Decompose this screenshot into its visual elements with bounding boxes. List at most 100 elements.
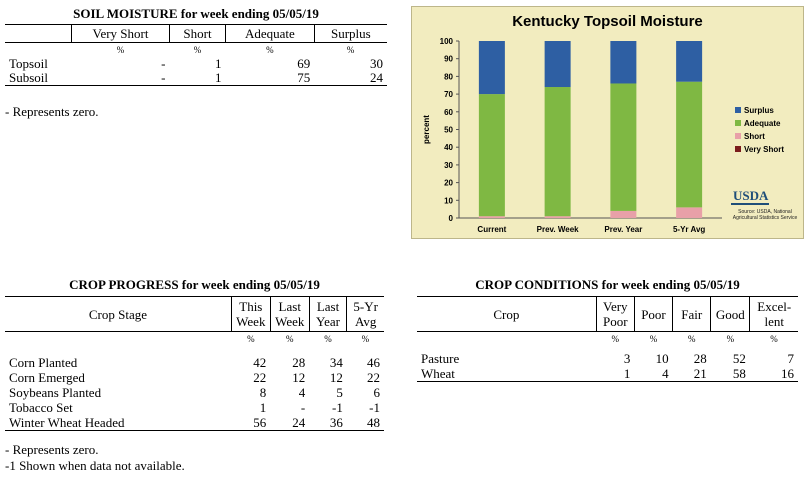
cell: 1: [215, 56, 222, 71]
soil-units-row: % % % %: [5, 43, 387, 58]
cell: 24: [270, 415, 310, 431]
unit: [5, 332, 231, 348]
bar-segment: [544, 87, 571, 217]
y-tick-label: 90: [444, 55, 453, 64]
cell: 1: [259, 400, 267, 415]
table-row: Tobacco Set 1 - -1 -1: [5, 400, 384, 415]
progress-note-na: -1 Shown when data not available.: [5, 458, 185, 473]
x-tick-label: Prev. Week: [537, 225, 580, 234]
conditions-units-row: % % % % %: [417, 332, 798, 348]
crop-progress-table: Crop Stage This Week Last Week Last Year…: [5, 296, 384, 431]
bar-segment: [544, 41, 571, 88]
crop-progress-caption: CROP PROGRESS for week ending 05/05/19: [69, 277, 320, 292]
usda-badge: USDA Source: USDA, National Agricultural…: [731, 188, 799, 236]
cell: 22: [253, 370, 267, 385]
table-row: Wheat 1 4 21 58 16: [417, 366, 798, 382]
row-label: Wheat: [417, 366, 597, 382]
usda-underline: [731, 203, 769, 205]
x-tick-label: 5-Yr Avg: [673, 225, 705, 234]
unit: %: [285, 334, 294, 344]
progress-col-last-week: Last Week: [269, 296, 310, 332]
usda-logo: USDA: [733, 188, 769, 203]
legend-label: Very Short: [744, 145, 784, 154]
unit: %: [361, 334, 370, 344]
row-label: Tobacco Set: [9, 400, 73, 415]
cell: 28: [693, 351, 707, 366]
unit: %: [770, 334, 778, 344]
unit: %: [346, 45, 355, 55]
bar-segment: [610, 210, 637, 218]
cell: 1: [169, 71, 226, 86]
bar-segment: [478, 41, 505, 95]
cell: -1: [369, 400, 380, 415]
unit: %: [687, 334, 696, 344]
unit: [417, 332, 596, 348]
cell: 8: [259, 385, 267, 400]
cell: 3: [623, 351, 631, 366]
topsoil-chart: Kentucky Topsoil Moisture 0 10 20 30 40 50 60 7…: [411, 6, 804, 239]
chart-plot: 0 10 20 30 40 50 60 70 80 90 100 percent Current Prev…: [422, 37, 784, 234]
unit: %: [649, 334, 658, 344]
cell: -1: [332, 400, 343, 415]
cell: 28: [292, 355, 306, 370]
conditions-col-excellent: Excel- lent: [749, 296, 798, 332]
bar-segment: [676, 41, 703, 82]
unit: %: [116, 45, 125, 55]
row-label: Soybeans Planted: [9, 385, 102, 400]
y-tick-label: 40: [444, 143, 453, 152]
row-label: Subsoil: [5, 71, 72, 86]
conditions-col-good: Good: [710, 296, 750, 332]
cell: 58: [710, 366, 750, 382]
spacer: [5, 347, 384, 355]
y-tick-label: 50: [444, 126, 453, 135]
bar-segment: [478, 94, 505, 217]
cell: 6: [373, 385, 381, 400]
legend-swatch: [735, 133, 741, 139]
cell: 46: [367, 355, 380, 370]
table-row: Subsoil - 1 75 24: [5, 71, 387, 86]
conditions-col-crop: Crop: [417, 296, 597, 332]
cell: 7: [787, 351, 795, 366]
conditions-col-very-poor: Very Poor: [595, 296, 635, 332]
bar-segment: [610, 83, 637, 211]
bar-segment: [478, 216, 505, 218]
cell: 56: [231, 415, 271, 431]
conditions-col-fair: Fair: [672, 296, 711, 332]
progress-note-zero: - Represents zero.: [5, 442, 99, 457]
bar-segment: [544, 216, 571, 218]
row-label: Corn Planted: [9, 355, 78, 370]
unit: %: [611, 334, 620, 344]
unit: [5, 43, 72, 58]
unit: %: [247, 334, 255, 344]
cell: 52: [732, 351, 746, 366]
progress-col-5yr-avg: 5-Yr Avg: [346, 296, 384, 332]
cell: -: [161, 56, 166, 71]
legend-swatch: [735, 107, 741, 113]
progress-col-this-week: This Week: [230, 296, 271, 332]
legend-label: Adequate: [744, 119, 781, 128]
x-tick-label: Prev. Year: [604, 225, 642, 234]
y-tick-label: 60: [444, 108, 453, 117]
cell: 36: [309, 415, 347, 431]
cell: 30: [370, 56, 383, 71]
crop-conditions-caption: CROP CONDITIONS for week ending 05/05/19: [475, 277, 740, 292]
table-row: [5, 347, 384, 355]
table-row: Topsoil - 1 69 30: [5, 57, 387, 71]
table-row: Winter Wheat Headed 56 24 36 48: [5, 415, 384, 431]
cell: 12: [329, 370, 343, 385]
y-tick-label: 70: [444, 90, 453, 99]
legend-label: Surplus: [744, 106, 774, 115]
crop-conditions-table: Crop Very Poor Poor Fair Good Excel- len…: [417, 296, 798, 382]
row-label: Pasture: [421, 351, 460, 366]
legend-label: Short: [744, 132, 765, 141]
table-row: Soybeans Planted 8 4 5 6: [5, 385, 384, 400]
cell: 75: [225, 71, 315, 86]
cell: 4: [634, 366, 673, 382]
y-tick-label: 100: [440, 37, 454, 46]
y-tick-label: 10: [444, 196, 453, 205]
y-tick-label: 30: [444, 161, 453, 170]
cell: 22: [367, 370, 380, 385]
cell: 48: [346, 415, 384, 431]
legend-swatch: [735, 146, 741, 152]
soil-col-very-short: Very Short: [71, 24, 170, 43]
